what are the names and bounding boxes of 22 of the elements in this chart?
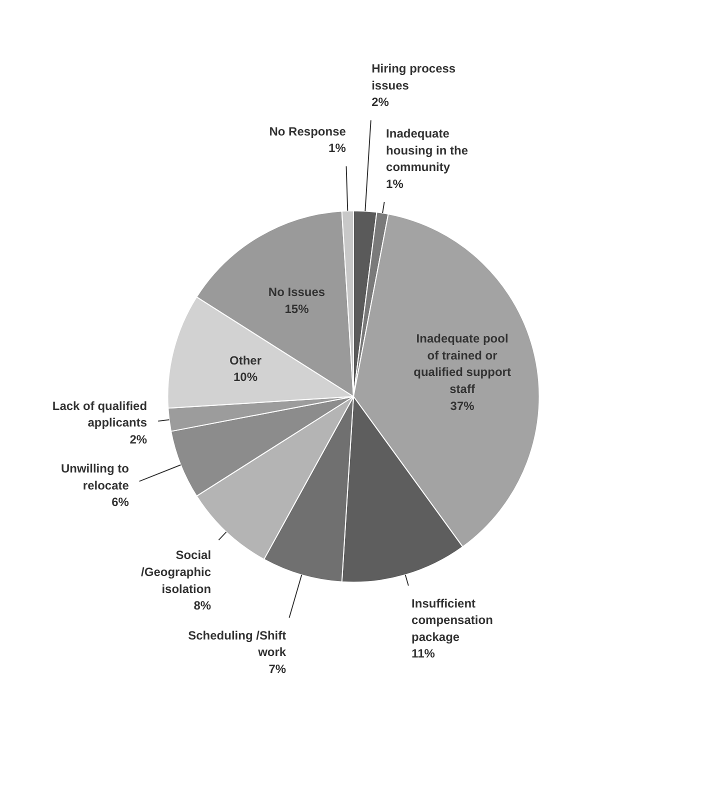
slice-label: Unwilling to relocate bbox=[60, 462, 130, 492]
slice-label: Other bbox=[230, 353, 262, 368]
slice-label: No Issues bbox=[268, 285, 326, 300]
slice-label: Social /Geographic isolation bbox=[141, 548, 212, 596]
slice-label: Hiring process issues bbox=[372, 61, 456, 92]
data-label: 2% bbox=[130, 432, 148, 446]
slice-label: Inadequate housing in the community bbox=[386, 126, 468, 174]
data-label: 1% bbox=[386, 176, 404, 191]
data-label: 7% bbox=[268, 662, 286, 676]
data-label: 10% bbox=[234, 370, 258, 384]
data-label: 6% bbox=[112, 495, 130, 510]
data-label: 1% bbox=[328, 141, 346, 156]
slice-label: Scheduling /Shift work bbox=[188, 628, 286, 660]
slice-label: Insufficient compensation package bbox=[412, 596, 493, 644]
slice-label: Lack of qualified applicants bbox=[52, 398, 148, 430]
slice-label: No Response bbox=[269, 124, 346, 138]
data-label: 8% bbox=[194, 598, 212, 613]
data-label: 11% bbox=[412, 646, 436, 661]
slice-label: Inadequate pool of trained or qualified support staff bbox=[414, 332, 511, 396]
data-label: 15% bbox=[284, 302, 310, 316]
data-label: 2% bbox=[372, 95, 390, 110]
data-label: 37% bbox=[450, 398, 475, 413]
